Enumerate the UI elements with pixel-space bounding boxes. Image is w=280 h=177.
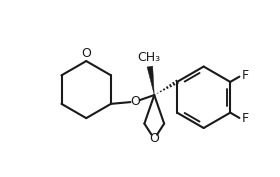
Text: CH₃: CH₃ [137, 51, 160, 64]
Text: O: O [81, 47, 91, 60]
Text: O: O [149, 133, 159, 145]
Text: F: F [242, 112, 249, 125]
Text: O: O [130, 95, 140, 108]
Text: F: F [242, 70, 249, 82]
Polygon shape [147, 66, 154, 95]
